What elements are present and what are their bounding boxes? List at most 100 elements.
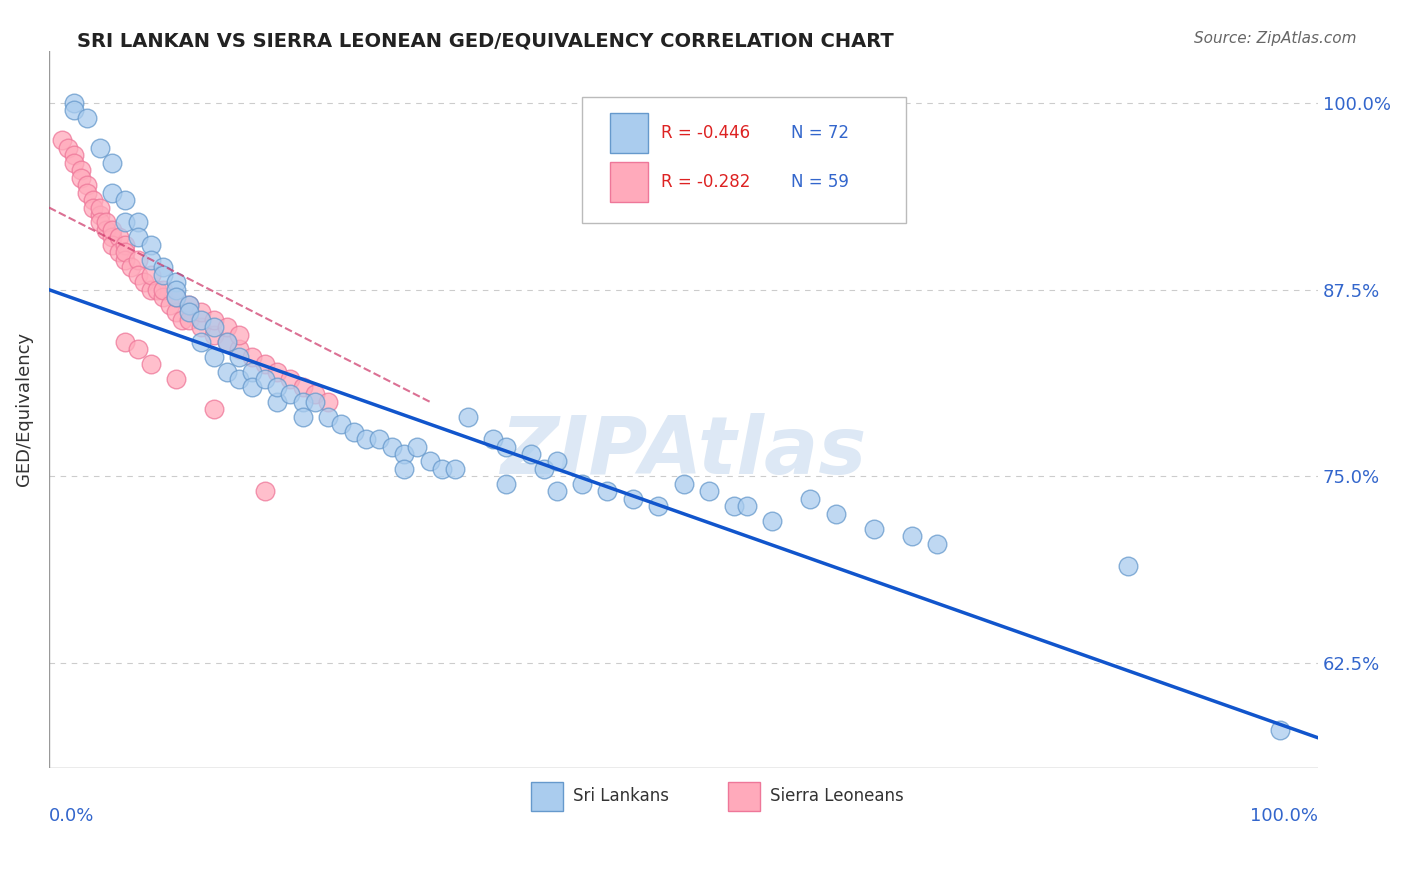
Point [381, 440, 404, 454]
Point [697, 484, 720, 499]
Point [202, 320, 225, 334]
Point [457, 409, 479, 424]
Text: R = -0.282: R = -0.282 [661, 173, 749, 191]
Point [406, 440, 429, 454]
Point [253, 484, 276, 499]
Point [202, 327, 225, 342]
Point [152, 290, 174, 304]
Point [546, 484, 568, 499]
Point [215, 334, 238, 349]
Point [672, 476, 695, 491]
Point [107, 230, 129, 244]
Point [114, 245, 136, 260]
Bar [610, 162, 648, 202]
Point [316, 394, 339, 409]
Point [533, 462, 555, 476]
Point [89, 208, 111, 222]
Point [228, 327, 250, 342]
Point [799, 491, 821, 506]
Point [228, 372, 250, 386]
Point [304, 394, 326, 409]
Point [368, 432, 391, 446]
Point [356, 432, 378, 446]
Point [202, 402, 225, 417]
Point [177, 298, 200, 312]
Point [621, 491, 644, 506]
Point [735, 500, 758, 514]
Point [76, 186, 98, 200]
Point [444, 462, 467, 476]
Point [82, 193, 104, 207]
Text: Sierra Leoneans: Sierra Leoneans [770, 788, 904, 805]
Text: SRI LANKAN VS SIERRA LEONEAN GED/EQUIVALENCY CORRELATION CHART: SRI LANKAN VS SIERRA LEONEAN GED/EQUIVAL… [77, 31, 894, 50]
Point [127, 268, 149, 282]
Point [228, 343, 250, 357]
Y-axis label: GED/Equivalency: GED/Equivalency [15, 332, 32, 486]
Point [114, 334, 136, 349]
Point [291, 394, 314, 409]
Point [139, 268, 162, 282]
Point [215, 320, 238, 334]
Point [165, 290, 187, 304]
Point [190, 334, 212, 349]
Point [89, 141, 111, 155]
Point [121, 260, 143, 275]
Point [76, 178, 98, 193]
Point [278, 387, 301, 401]
Point [63, 103, 86, 118]
Point [266, 380, 288, 394]
Point [127, 230, 149, 244]
Point [165, 283, 187, 297]
Point [152, 268, 174, 282]
Text: Sri Lankans: Sri Lankans [574, 788, 669, 805]
Point [482, 432, 505, 446]
Point [107, 245, 129, 260]
Point [202, 350, 225, 364]
Point [114, 215, 136, 229]
Point [89, 201, 111, 215]
Bar [531, 782, 562, 811]
Point [165, 290, 187, 304]
Point [202, 312, 225, 326]
Point [546, 454, 568, 468]
Point [1116, 559, 1139, 574]
Point [571, 476, 593, 491]
Point [304, 387, 326, 401]
Point [101, 230, 124, 244]
Point [63, 148, 86, 162]
Point [927, 536, 949, 550]
Point [342, 425, 364, 439]
Point [63, 95, 86, 110]
Point [177, 312, 200, 326]
Point [1268, 723, 1291, 738]
Point [215, 334, 238, 349]
Point [901, 529, 924, 543]
Bar [610, 113, 648, 153]
Point [159, 298, 181, 312]
Point [114, 193, 136, 207]
Point [495, 440, 517, 454]
Point [146, 283, 169, 297]
Text: N = 72: N = 72 [792, 124, 849, 142]
Point [127, 215, 149, 229]
Point [63, 155, 86, 169]
Text: 100.0%: 100.0% [1250, 807, 1319, 825]
Point [127, 252, 149, 267]
Point [139, 283, 162, 297]
Point [165, 305, 187, 319]
Point [240, 380, 263, 394]
Point [432, 462, 454, 476]
Point [495, 476, 517, 491]
Point [165, 372, 187, 386]
Point [177, 305, 200, 319]
FancyBboxPatch shape [582, 97, 905, 223]
Point [240, 365, 263, 379]
Point [172, 312, 194, 326]
Point [152, 260, 174, 275]
Text: Source: ZipAtlas.com: Source: ZipAtlas.com [1194, 31, 1357, 46]
Point [723, 500, 745, 514]
Point [76, 111, 98, 125]
Point [56, 141, 79, 155]
Point [165, 275, 187, 289]
Text: N = 59: N = 59 [792, 173, 849, 191]
